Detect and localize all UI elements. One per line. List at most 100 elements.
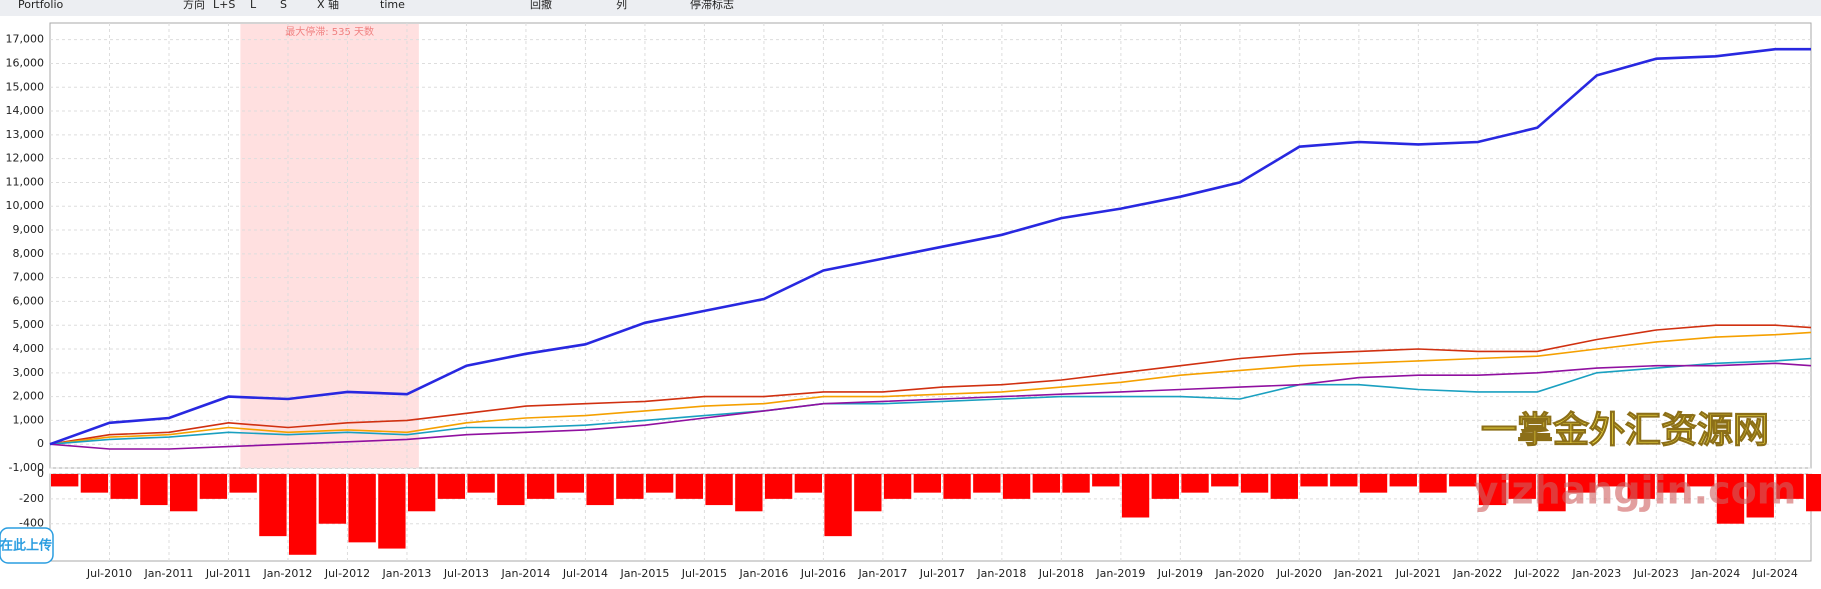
toolbar-label[interactable]: 方向 bbox=[183, 0, 205, 11]
x-tick-label: Jul-2017 bbox=[919, 567, 965, 580]
drawdown-bar bbox=[140, 474, 168, 506]
drawdown-bar bbox=[1092, 474, 1120, 487]
x-tick-label: Jul-2018 bbox=[1038, 567, 1084, 580]
drawdown-bar bbox=[1002, 474, 1031, 499]
drawdown-bar bbox=[1389, 474, 1417, 487]
x-tick-label: Jul-2011 bbox=[205, 567, 251, 580]
toolbar-label[interactable]: X 轴 bbox=[317, 0, 339, 11]
x-tick-label: Jul-2019 bbox=[1157, 567, 1203, 580]
drawdown-bar bbox=[1032, 474, 1060, 493]
toolbar-label[interactable]: L bbox=[250, 0, 257, 11]
drawdown-bar bbox=[1240, 474, 1269, 493]
watermark-cn: 一掌金外汇资源网 bbox=[1481, 409, 1769, 451]
drawdown-bar bbox=[80, 474, 109, 493]
x-tick-label: Jan-2022 bbox=[1452, 567, 1502, 580]
toolbar-label[interactable]: Portfolio bbox=[18, 0, 64, 11]
x-tick-label: Jan-2018 bbox=[976, 567, 1026, 580]
x-tick-label: Jul-2010 bbox=[86, 567, 132, 580]
drawdown-bar bbox=[1151, 474, 1179, 499]
y-tick-label: 10,000 bbox=[6, 199, 45, 212]
drawdown-bar bbox=[437, 474, 466, 499]
y-tick-label: -400 bbox=[19, 517, 44, 530]
drawdown-bar bbox=[259, 474, 287, 537]
y-tick-label: 11,000 bbox=[6, 175, 45, 188]
drawdown-bar bbox=[794, 474, 823, 493]
drawdown-bar bbox=[705, 474, 733, 506]
x-tick-label: Jan-2011 bbox=[144, 567, 194, 580]
y-tick-label: 9,000 bbox=[13, 223, 45, 236]
series-line bbox=[49, 324, 1812, 445]
stagnation-band bbox=[240, 24, 419, 468]
toolbar-label[interactable]: L+S bbox=[213, 0, 235, 11]
y-tick-label: 15,000 bbox=[6, 80, 45, 93]
drawdown-bar bbox=[675, 474, 704, 499]
toolbar-label[interactable]: S bbox=[280, 0, 287, 11]
drawdown-bar bbox=[883, 474, 912, 499]
drawdown-bar bbox=[1776, 474, 1804, 499]
x-tick-label: Jul-2013 bbox=[443, 567, 489, 580]
drawdown-bar bbox=[526, 474, 555, 499]
drawdown-bar bbox=[1806, 474, 1821, 512]
x-tick-label: Jan-2014 bbox=[500, 567, 550, 580]
drawdown-bar bbox=[943, 474, 971, 499]
drawdown-bar bbox=[764, 474, 793, 499]
x-tick-label: Jul-2016 bbox=[800, 567, 846, 580]
drawdown-bar bbox=[407, 474, 436, 512]
y-tick-label: 6,000 bbox=[13, 294, 45, 307]
drawdown-bar bbox=[169, 474, 198, 512]
series-line bbox=[49, 331, 1812, 445]
drawdown-bar bbox=[1657, 474, 1685, 493]
drawdown-bar bbox=[1478, 474, 1507, 506]
drawdown-bar bbox=[1508, 474, 1536, 499]
y-tick-label: 0 bbox=[37, 467, 44, 480]
watermark-en: yizhangjin.com bbox=[1474, 469, 1797, 513]
drawdown-bar bbox=[586, 474, 614, 506]
drawdown-bar bbox=[1270, 474, 1298, 499]
y-tick-label: 1,000 bbox=[13, 413, 45, 426]
upload-button-label[interactable]: 在此上传 bbox=[0, 538, 52, 554]
toolbar-label[interactable]: 停滞标志 bbox=[690, 0, 734, 11]
x-tick-label: Jan-2013 bbox=[381, 567, 431, 580]
x-tick-label: Jul-2014 bbox=[562, 567, 608, 580]
drawdown-bar bbox=[199, 474, 228, 499]
toolbar-label[interactable]: 列 bbox=[616, 0, 627, 11]
upload-button[interactable] bbox=[0, 527, 54, 564]
toolbar bbox=[0, 0, 1821, 16]
y-tick-label: 7,000 bbox=[13, 271, 45, 284]
drawdown-bar bbox=[1211, 474, 1239, 487]
y-tick-label: -1,000 bbox=[9, 461, 44, 474]
series-line bbox=[49, 357, 1812, 445]
drawdown-bar bbox=[1300, 474, 1328, 487]
drawdown-bar bbox=[51, 474, 79, 487]
drawdown-bar bbox=[110, 474, 138, 499]
drawdown-bar bbox=[229, 474, 257, 493]
drawdown-bar bbox=[645, 474, 674, 493]
series-line bbox=[49, 362, 1812, 450]
drawdown-bar bbox=[1716, 474, 1745, 524]
x-tick-label: Jul-2015 bbox=[681, 567, 727, 580]
drawdown-bar bbox=[318, 474, 347, 524]
x-tick-label: Jan-2020 bbox=[1214, 567, 1264, 580]
y-tick-label: 2,000 bbox=[13, 390, 45, 403]
x-tick-label: Jul-2022 bbox=[1514, 567, 1560, 580]
drawdown-bar bbox=[1568, 474, 1596, 493]
y-tick-label: 14,000 bbox=[6, 104, 45, 117]
y-tick-label: 8,000 bbox=[13, 247, 45, 260]
x-tick-label: Jan-2016 bbox=[738, 567, 788, 580]
x-tick-label: Jan-2019 bbox=[1095, 567, 1145, 580]
drawdown-bar bbox=[616, 474, 644, 499]
x-tick-label: Jul-2021 bbox=[1395, 567, 1441, 580]
drawdown-bar bbox=[1181, 474, 1209, 493]
toolbar-label[interactable]: time bbox=[380, 0, 405, 11]
x-tick-label: Jul-2020 bbox=[1276, 567, 1322, 580]
drawdown-bar bbox=[288, 474, 317, 555]
y-tick-label: 0 bbox=[37, 437, 44, 450]
toolbar-label[interactable]: 回撤 bbox=[530, 0, 552, 11]
x-tick-label: Jul-2024 bbox=[1752, 567, 1798, 580]
drawdown-bar bbox=[824, 474, 852, 537]
drawdown-bar bbox=[1330, 474, 1358, 487]
drawdown-bar bbox=[1746, 474, 1774, 518]
x-tick-label: Jan-2024 bbox=[1690, 567, 1740, 580]
